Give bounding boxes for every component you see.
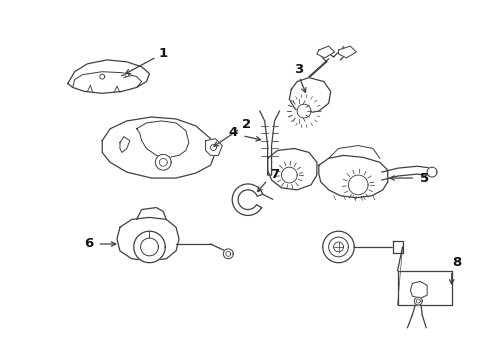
Polygon shape xyxy=(223,249,233,259)
Text: 1: 1 xyxy=(159,48,167,60)
Polygon shape xyxy=(205,139,222,156)
Polygon shape xyxy=(141,238,158,256)
Polygon shape xyxy=(281,167,297,183)
Polygon shape xyxy=(232,184,262,215)
Polygon shape xyxy=(297,104,310,118)
Text: 2: 2 xyxy=(242,118,251,131)
Text: 8: 8 xyxy=(451,256,460,269)
Text: 5: 5 xyxy=(419,171,428,185)
Polygon shape xyxy=(322,231,353,263)
Polygon shape xyxy=(117,217,179,261)
Polygon shape xyxy=(427,167,436,177)
Polygon shape xyxy=(392,241,402,253)
Polygon shape xyxy=(134,231,165,263)
Polygon shape xyxy=(100,74,104,79)
Text: 6: 6 xyxy=(83,238,93,251)
Polygon shape xyxy=(155,154,171,170)
Text: 3: 3 xyxy=(294,63,303,76)
Polygon shape xyxy=(137,208,166,219)
Polygon shape xyxy=(381,166,431,180)
Polygon shape xyxy=(259,111,279,175)
Text: 7: 7 xyxy=(269,168,279,181)
Polygon shape xyxy=(318,156,387,198)
Polygon shape xyxy=(347,175,367,195)
Polygon shape xyxy=(409,282,426,298)
Polygon shape xyxy=(102,117,215,178)
Polygon shape xyxy=(120,137,129,152)
Text: 4: 4 xyxy=(228,126,237,139)
Polygon shape xyxy=(210,145,216,150)
Polygon shape xyxy=(413,297,421,305)
Polygon shape xyxy=(338,46,356,58)
Polygon shape xyxy=(289,78,330,113)
Polygon shape xyxy=(328,237,347,257)
Polygon shape xyxy=(124,73,128,77)
Polygon shape xyxy=(415,299,419,303)
Polygon shape xyxy=(316,46,334,58)
Polygon shape xyxy=(333,242,343,252)
Polygon shape xyxy=(225,251,230,256)
Polygon shape xyxy=(267,148,316,190)
Polygon shape xyxy=(68,60,149,93)
Polygon shape xyxy=(397,271,451,305)
Polygon shape xyxy=(159,158,167,166)
Polygon shape xyxy=(137,121,188,157)
